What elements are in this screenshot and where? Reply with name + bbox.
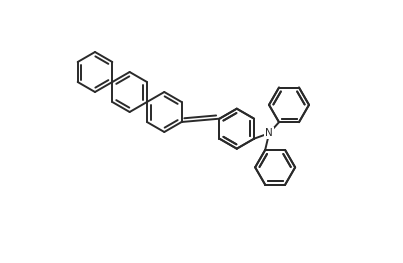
- Text: N: N: [265, 128, 273, 138]
